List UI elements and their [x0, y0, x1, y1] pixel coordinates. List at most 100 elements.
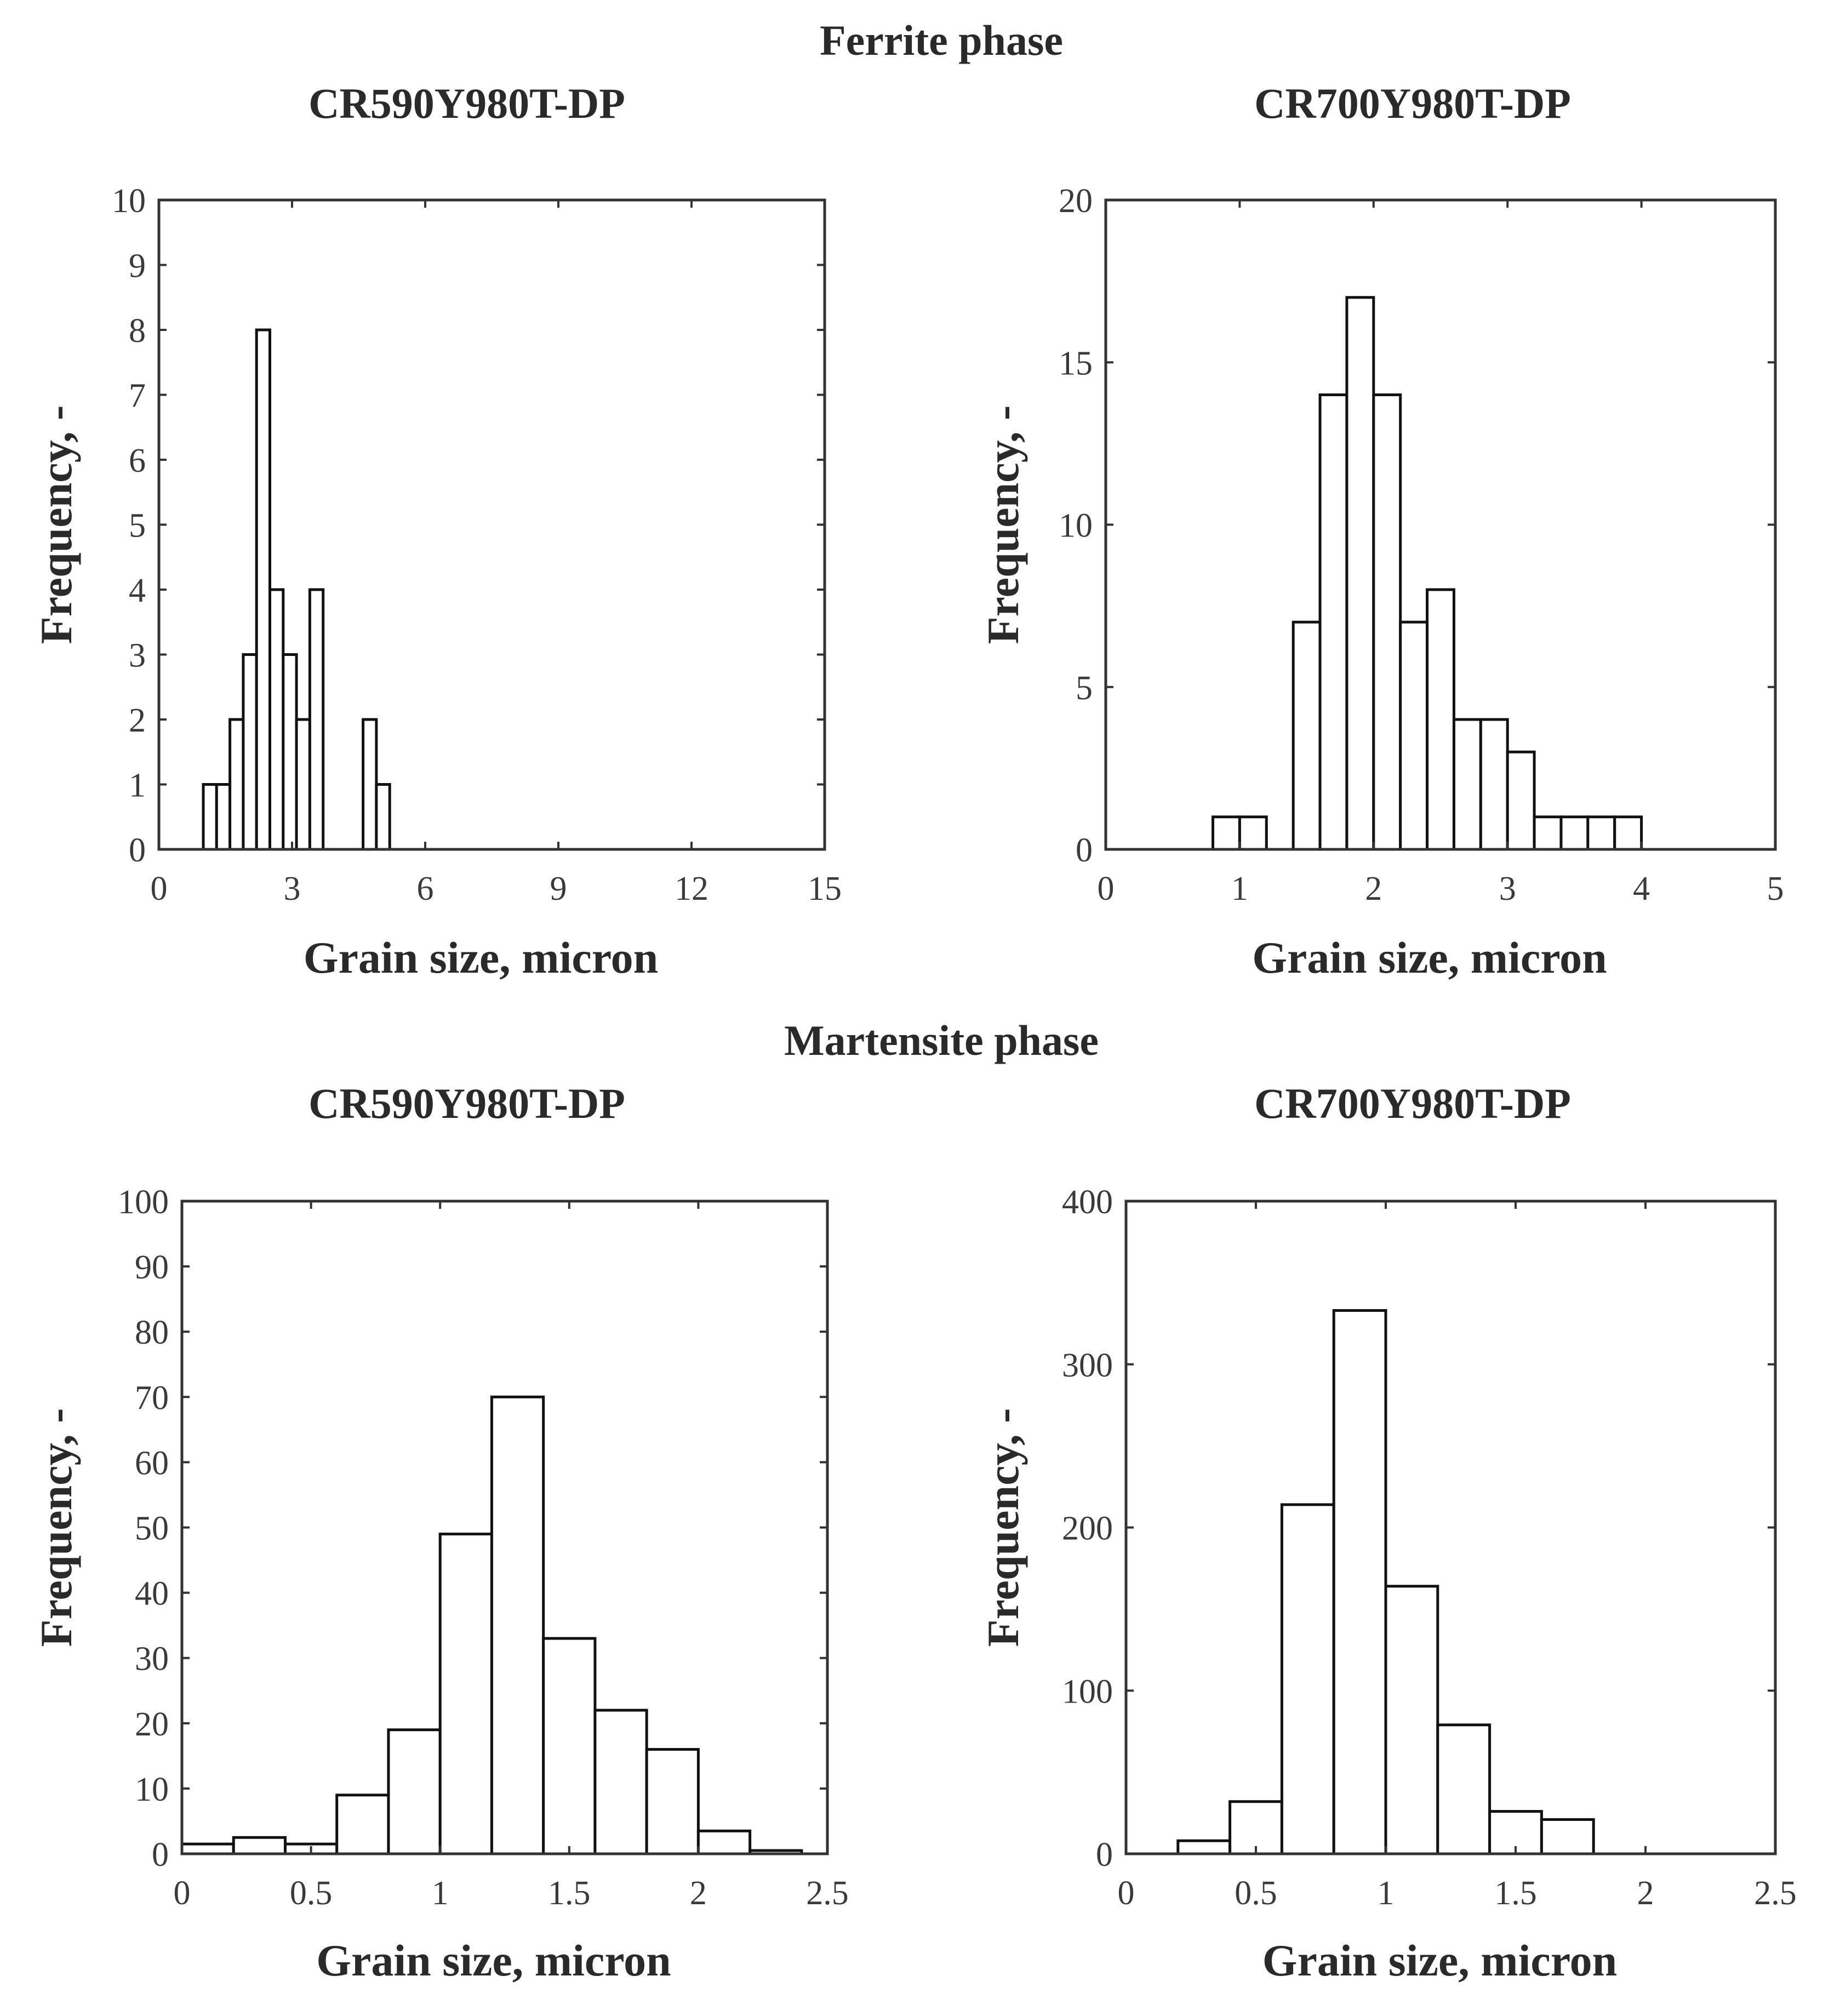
histogram-bar	[1212, 815, 1241, 851]
y-axis-label: Frequency, -	[978, 1408, 1028, 1647]
histogram-bar	[202, 783, 218, 851]
y-tick-label: 80	[135, 1314, 169, 1351]
y-tick-label: 0	[129, 832, 146, 869]
y-tick-label: 0	[1096, 1836, 1113, 1874]
panel-martensite-cr700: CR700Y980T-DP 0 0.5 1 1.5 2 2.5 0 100 200 300 400 Gr…	[978, 1080, 1797, 1985]
histogram-bar	[490, 1395, 545, 1855]
panel-title: CR700Y980T-DP	[1254, 79, 1571, 127]
y-tick-label: 20	[135, 1706, 169, 1743]
histogram-bar	[1384, 1585, 1439, 1855]
y-axis-label: Frequency, -	[31, 1408, 81, 1647]
y-tick-label: 5	[1076, 670, 1093, 707]
histogram-bar	[335, 1794, 390, 1855]
x-tick-label: 1.5	[1494, 1875, 1537, 1912]
histogram-bar	[282, 653, 298, 851]
histogram-bar	[387, 1728, 442, 1855]
x-tick-label: 1	[1378, 1875, 1395, 1912]
histogram-bar	[255, 328, 272, 851]
y-tick-label: 2	[129, 702, 146, 739]
y-tick-label: 9	[129, 248, 146, 285]
x-tick-label: 1	[432, 1875, 449, 1912]
histogram-bar	[232, 1836, 287, 1855]
histogram-bar	[1280, 1503, 1335, 1855]
y-tick-label: 0	[152, 1836, 169, 1874]
histogram-bar	[1426, 588, 1455, 851]
x-tick-label: 15	[808, 870, 842, 907]
histogram-bar	[308, 588, 325, 851]
histogram-bar	[242, 653, 258, 851]
histogram-bar	[438, 1532, 493, 1855]
y-tick-label: 1	[129, 767, 146, 804]
histogram-bar	[375, 783, 391, 851]
x-tick-label: 0	[151, 870, 168, 907]
histogram-bar	[1479, 718, 1509, 851]
y-tick-label: 3	[129, 637, 146, 675]
x-tick-label: 4	[1633, 870, 1650, 907]
y-tick-label: 70	[135, 1379, 169, 1417]
histogram-bar	[1228, 1800, 1283, 1855]
histogram-bar	[295, 718, 311, 851]
histogram-bar	[180, 1842, 235, 1855]
x-tick-label: 0.5	[290, 1875, 333, 1912]
y-tick-label: 200	[1062, 1510, 1113, 1547]
histogram-bar	[645, 1747, 700, 1855]
y-axis-label: Frequency, -	[978, 406, 1028, 644]
y-tick-label: 15	[1059, 345, 1093, 382]
y-tick-label: 8	[129, 312, 146, 350]
y-tick-label: 400	[1062, 1184, 1113, 1221]
panel-title: CR590Y980T-DP	[308, 1080, 625, 1127]
x-tick-label: 1	[1231, 870, 1248, 907]
y-tick-label: 10	[1059, 507, 1093, 545]
histogram-bar	[1533, 815, 1563, 851]
histogram-bar	[1176, 1839, 1232, 1855]
y-tick-label: 5	[129, 507, 146, 545]
histogram-bar	[1586, 815, 1616, 851]
histogram-bar	[1436, 1723, 1492, 1855]
x-tick-label: 5	[1767, 870, 1784, 907]
panel-martensite-cr590: CR590Y980T-DP 0 0.5 1 1.5 2 2.5 0 10 20 30 40 50 60 70…	[31, 1080, 849, 1985]
x-tick-label: 1.5	[548, 1875, 591, 1912]
x-tick-label: 3	[1499, 870, 1516, 907]
panel-title: CR590Y980T-DP	[308, 79, 625, 127]
y-tick-label: 30	[135, 1641, 169, 1678]
y-tick-label: 60	[135, 1444, 169, 1482]
x-tick-label: 12	[675, 870, 708, 907]
x-tick-label: 2	[1637, 1875, 1654, 1912]
y-tick-label: 10	[135, 1771, 169, 1808]
x-tick-label: 0.5	[1235, 1875, 1277, 1912]
x-tick-label: 2.5	[806, 1875, 849, 1912]
histogram-bar	[696, 1829, 752, 1855]
x-tick-label: 0	[1118, 1875, 1135, 1912]
histogram-bar	[1292, 620, 1322, 851]
histogram-bar	[268, 588, 285, 851]
panel-ferrite-cr700: CR700Y980T-DP 0 1 2 3 4 5 0 5 10 15 20 Grain size, m…	[978, 79, 1784, 983]
x-axis-label: Grain size, micron	[316, 1935, 671, 1985]
y-axis-label: Frequency, -	[31, 406, 81, 644]
x-tick-label: 0	[1098, 870, 1115, 907]
y-tick-label: 100	[118, 1184, 169, 1221]
histogram-bar	[1332, 1309, 1387, 1855]
histogram-bar	[362, 718, 378, 851]
panel-title: CR700Y980T-DP	[1254, 1080, 1571, 1127]
y-tick-label: 0	[1076, 832, 1093, 869]
y-tick-label: 300	[1062, 1347, 1113, 1384]
x-axis-label: Grain size, micron	[1252, 933, 1607, 983]
x-tick-label: 2	[690, 1875, 707, 1912]
histogram-bar	[542, 1637, 597, 1855]
x-tick-label: 2.5	[1754, 1875, 1797, 1912]
histogram-bar	[593, 1709, 648, 1855]
histogram-bar	[1540, 1818, 1595, 1855]
y-tick-label: 7	[129, 378, 146, 415]
y-tick-label: 6	[129, 442, 146, 479]
x-tick-label: 2	[1365, 870, 1382, 907]
histogram-bar	[215, 783, 232, 851]
y-tick-label: 50	[135, 1510, 169, 1547]
ferrite-section-title: Ferrite phase	[820, 16, 1063, 64]
y-tick-label: 20	[1059, 182, 1093, 220]
y-tick-label: 100	[1062, 1673, 1113, 1710]
histogram-bar	[1345, 296, 1375, 851]
y-tick-label: 40	[135, 1575, 169, 1613]
histogram-bar	[1372, 393, 1402, 851]
